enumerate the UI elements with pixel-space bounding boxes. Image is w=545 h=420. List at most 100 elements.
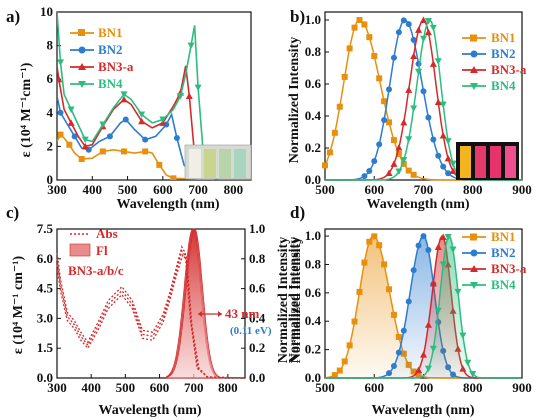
y-axis-label-d: Normalized Intensity: [287, 237, 302, 363]
data-point-a-bn1: [142, 148, 149, 155]
plot-frame-c: [56, 228, 246, 379]
legend-c-fl: Fl: [96, 243, 108, 258]
data-point-b-bn3-a: [429, 60, 437, 67]
legend-a-bn4: BN4: [98, 76, 123, 91]
x-tick-label-a: 700: [188, 182, 208, 197]
legend-b-bn3: BN3-a: [491, 62, 527, 77]
data-point-b-bn2: [405, 21, 412, 28]
legend-a-bn3: BN3-a: [98, 59, 134, 74]
data-point-b-bn4: [420, 35, 427, 43]
x-tick-label-d: 800: [463, 380, 483, 395]
x-tick-label-c: 800: [218, 380, 238, 395]
data-point-a-bn3-a: [120, 95, 128, 103]
data-point-a-bn4: [159, 116, 167, 124]
data-point-b-bn1: [351, 24, 358, 31]
y2-tick-label-c: 0.4: [249, 310, 266, 325]
data-point-b-bn4: [444, 138, 452, 145]
data-point-d-bn4: [464, 359, 472, 367]
data-point-d-bn1: [361, 259, 368, 266]
data-point-d-bn3-a: [420, 351, 427, 358]
data-point-d-bn4: [424, 365, 432, 373]
y2-tick-label-c: 0.2: [249, 340, 265, 355]
legend-c-bn3abc: BN3-a/b/c: [68, 263, 124, 278]
data-point-a-bn4: [99, 121, 107, 129]
data-point-d-bn1: [390, 311, 397, 318]
data-point-b-bn2: [390, 54, 397, 61]
series-area-d-bn1: [325, 236, 522, 378]
data-point-b-bn3-a: [444, 154, 452, 162]
data-point-b-bn3-a: [385, 169, 393, 176]
x-tick-label-b: 700: [414, 182, 434, 197]
legend-d-bn2: BN2: [491, 245, 516, 260]
y-tick-label-d: 0.6: [305, 285, 322, 300]
series-line-a-bn3-a: [57, 65, 251, 180]
data-point-b-bn2: [376, 141, 383, 148]
y-tick-label-a: 6: [47, 71, 54, 86]
data-point-b-bn1: [356, 17, 363, 23]
y-tick-label-b: 0.2: [305, 140, 321, 155]
data-point-b-bn4: [429, 24, 437, 32]
data-point-a-bn4: [187, 42, 195, 50]
data-point-d-bn3-a: [439, 233, 447, 240]
data-point-b-bn3-a: [405, 86, 413, 93]
y-tick-label-c: 1.5: [37, 340, 54, 355]
series-line-a-bn4: [57, 12, 251, 180]
x-tick-label-b: 500: [315, 182, 335, 197]
y-tick-label-d: 0.8: [305, 256, 322, 271]
x-tick-label-c: 400: [81, 380, 101, 395]
y-tick-label-c: 4.5: [37, 281, 54, 296]
data-point-b-bn1: [346, 45, 353, 52]
data-point-a-bn2: [142, 136, 149, 143]
data-point-b-bn4: [439, 101, 447, 109]
legend-b-bn2: BN2: [491, 46, 516, 61]
fwhm-label: 43 nm: [225, 306, 259, 321]
y-tick-label-b: 0.6: [305, 76, 322, 91]
y-tick-label-c: 7.5: [37, 221, 54, 236]
y-tick-label-c: 0.0: [37, 370, 53, 385]
panel-label-d: d): [290, 203, 305, 222]
data-point-a-bn2: [106, 133, 113, 140]
data-point-a-bn1: [99, 148, 106, 155]
data-point-a-bn1: [57, 131, 64, 138]
data-point-b-bn2: [430, 136, 437, 143]
y-tick-label-c: 6.0: [37, 251, 53, 266]
data-point-b-bn1: [381, 98, 388, 105]
data-point-d-bn4: [449, 246, 457, 253]
data-point-d-bn4: [439, 261, 447, 268]
data-point-b-bn3-a: [449, 167, 457, 175]
data-point-b-bn1: [361, 21, 368, 28]
x-axis-label-b: Wavelength (nm): [366, 197, 469, 212]
data-point-b-bn2: [410, 36, 417, 43]
data-point-d-bn1: [341, 358, 348, 365]
data-point-b-bn4: [449, 160, 457, 168]
data-point-d-bn1: [395, 333, 402, 340]
data-point-b-bn2: [435, 152, 442, 159]
data-point-d-bn3-a: [429, 279, 437, 287]
data-point-b-bn4: [410, 105, 418, 112]
y-tick-label-a: 10: [40, 4, 53, 19]
data-point-b-bn1: [386, 119, 393, 126]
abs-line-c-2: [56, 253, 246, 379]
data-point-a-bn1: [78, 156, 85, 162]
data-point-a-bn4: [176, 93, 184, 100]
y-tick-label-a: 8: [47, 38, 54, 53]
data-point-a-bn3-a: [67, 119, 75, 126]
x-tick-label-d: 600: [365, 380, 385, 395]
y-tick-label-b: 0.8: [305, 44, 322, 59]
data-point-d-bn1: [331, 372, 338, 379]
data-point-d-bn4: [454, 288, 462, 296]
data-point-b-bn2: [440, 163, 447, 170]
series-line-d-bn4: [325, 234, 522, 379]
data-point-a-bn3-a: [81, 142, 89, 150]
y2-tick-label-c: 0.8: [249, 251, 266, 266]
data-point-b-bn1: [336, 103, 343, 110]
y2-axis-label-c-dup: Normalized Intensity: [289, 237, 304, 363]
series-area-d-bn2: [325, 236, 522, 378]
cuvette-photo-a: [184, 144, 252, 180]
x-tick-label-c: 600: [150, 380, 170, 395]
data-point-b-bn2: [361, 173, 368, 180]
data-point-d-bn2: [410, 267, 417, 274]
data-point-a-bn3-a: [138, 117, 146, 125]
data-point-d-bn3-a: [434, 243, 442, 251]
data-point-a-bn2: [57, 109, 64, 116]
